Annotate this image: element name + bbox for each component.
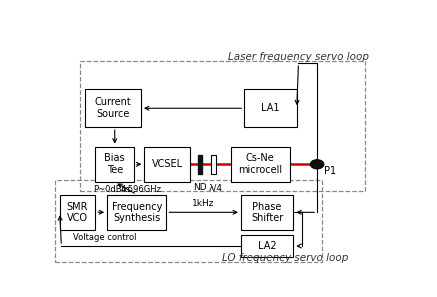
Bar — [212, 154, 216, 174]
Bar — [241, 195, 293, 230]
Bar — [107, 195, 166, 230]
Text: Voltage control: Voltage control — [73, 233, 137, 242]
Bar — [85, 89, 141, 127]
Bar — [241, 235, 293, 257]
Text: SMR
VCO: SMR VCO — [67, 201, 88, 223]
Bar — [244, 89, 297, 127]
Text: λ/4: λ/4 — [209, 183, 223, 192]
Text: P1: P1 — [324, 165, 336, 176]
Text: LA2: LA2 — [258, 241, 277, 251]
Text: Bias
Tee: Bias Tee — [104, 154, 125, 175]
Bar — [198, 154, 202, 174]
Text: Frequency
Synthesis: Frequency Synthesis — [111, 201, 162, 223]
Text: LO frequency servo loop: LO frequency servo loop — [222, 253, 348, 263]
Text: P~0dBm: P~0dBm — [94, 185, 130, 195]
Bar — [144, 146, 190, 182]
Bar — [55, 180, 322, 262]
Text: 1kHz: 1kHz — [192, 199, 215, 208]
Text: LA1: LA1 — [261, 103, 280, 113]
Circle shape — [310, 160, 324, 169]
Bar — [80, 61, 364, 191]
Text: Phase
Shifter: Phase Shifter — [251, 201, 283, 223]
Text: 4.596GHz: 4.596GHz — [121, 185, 162, 195]
Bar — [231, 146, 290, 182]
Text: Laser frequency servo loop: Laser frequency servo loop — [228, 52, 369, 62]
Text: VCSEL: VCSEL — [152, 159, 183, 169]
Text: ND: ND — [194, 183, 207, 192]
Text: Current
Source: Current Source — [95, 97, 132, 119]
Bar — [95, 146, 134, 182]
Bar — [60, 195, 95, 230]
Text: Cs-Ne
microcell: Cs-Ne microcell — [238, 154, 282, 175]
